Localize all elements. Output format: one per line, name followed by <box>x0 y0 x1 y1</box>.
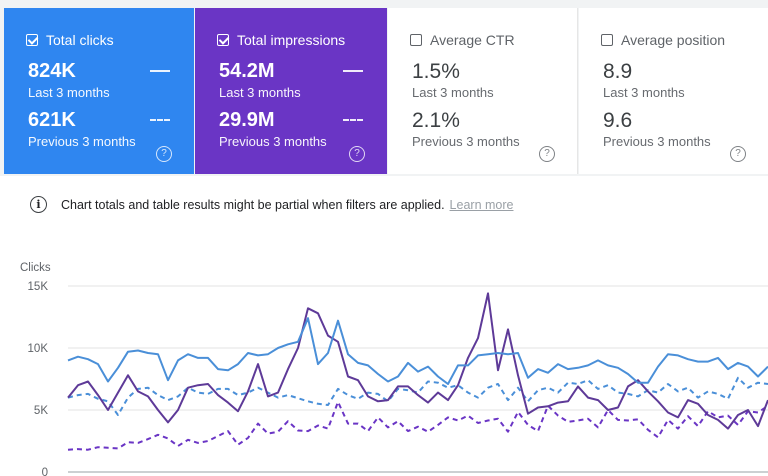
total-impressions-card[interactable]: Total impressions 54.2M Last 3 months 29… <box>195 8 387 174</box>
partial-results-notice: i Chart totals and table results might b… <box>30 196 513 213</box>
y-axis-label: Clicks <box>20 262 51 274</box>
performance-line-chart[interactable]: 0 5K 10K 15K <box>0 276 768 476</box>
average-ctr-card[interactable]: Average CTR 1.5% Last 3 months 2.1% Prev… <box>388 8 578 174</box>
y-tick-label: 10K <box>28 343 49 355</box>
total-impressions-prev-value: 29.9M <box>219 109 275 131</box>
total-impressions-value: 54.2M <box>219 60 275 82</box>
average-position-card[interactable]: Average position 8.9 Last 3 months 9.6 P… <box>579 8 768 174</box>
total-clicks-value: 824K <box>28 60 76 82</box>
chart-grid <box>68 285 768 473</box>
total-clicks-checkbox-icon[interactable] <box>26 34 38 46</box>
total-clicks-title[interactable]: Total clicks <box>26 32 114 48</box>
average-ctr-period: Last 3 months <box>412 85 494 100</box>
solid-line-legend-icon <box>150 70 170 72</box>
metric-cards-bar: Total clicks 824K Last 3 months 621K Pre… <box>0 0 768 176</box>
y-tick-label: 0 <box>42 467 48 476</box>
average-ctr-checkbox-icon[interactable] <box>410 34 422 46</box>
y-tick-label: 5K <box>34 405 48 417</box>
series-line-clicks_prev <box>67 376 768 416</box>
help-icon[interactable]: ? <box>730 146 746 162</box>
help-icon[interactable]: ? <box>156 146 172 162</box>
average-position-label: Average position <box>621 32 726 48</box>
info-icon: i <box>30 196 47 213</box>
help-icon[interactable]: ? <box>539 146 555 162</box>
total-clicks-label: Total clicks <box>46 32 114 48</box>
average-ctr-value: 1.5% <box>412 60 460 83</box>
average-ctr-prev-value: 2.1% <box>412 109 460 132</box>
average-position-prev-value: 9.6 <box>603 109 633 132</box>
learn-more-link[interactable]: Learn more <box>449 197 514 212</box>
series-line-clicks <box>67 317 768 385</box>
average-position-title[interactable]: Average position <box>601 32 725 48</box>
help-icon[interactable]: ? <box>349 146 365 162</box>
average-position-prev-period: Previous 3 months <box>603 134 711 149</box>
total-impressions-label: Total impressions <box>237 32 346 48</box>
total-clicks-period: Last 3 months <box>28 85 110 100</box>
total-impressions-checkbox-icon[interactable] <box>217 34 229 46</box>
total-impressions-prev-period: Previous 3 months <box>219 134 327 149</box>
dashed-line-legend-icon <box>150 119 170 121</box>
dashed-line-legend-icon <box>343 119 363 121</box>
chart-series <box>67 292 768 451</box>
average-ctr-label: Average CTR <box>430 32 515 48</box>
total-clicks-prev-period: Previous 3 months <box>28 134 136 149</box>
y-axis-ticks: 0 5K 10K 15K <box>28 281 49 476</box>
total-clicks-prev-value: 621K <box>28 109 76 131</box>
total-clicks-card[interactable]: Total clicks 824K Last 3 months 621K Pre… <box>4 8 194 174</box>
total-impressions-period: Last 3 months <box>219 85 301 100</box>
total-impressions-title[interactable]: Total impressions <box>217 32 345 48</box>
average-ctr-prev-period: Previous 3 months <box>412 134 520 149</box>
y-tick-label: 15K <box>28 281 49 293</box>
average-position-checkbox-icon[interactable] <box>601 34 613 46</box>
notice-text: Chart totals and table results might be … <box>61 197 445 212</box>
average-position-value: 8.9 <box>603 60 633 83</box>
series-line-impressions <box>67 292 768 430</box>
solid-line-legend-icon <box>343 70 363 72</box>
series-line-impressions_prev <box>67 400 768 451</box>
average-position-period: Last 3 months <box>603 85 685 100</box>
average-ctr-title[interactable]: Average CTR <box>410 32 515 48</box>
